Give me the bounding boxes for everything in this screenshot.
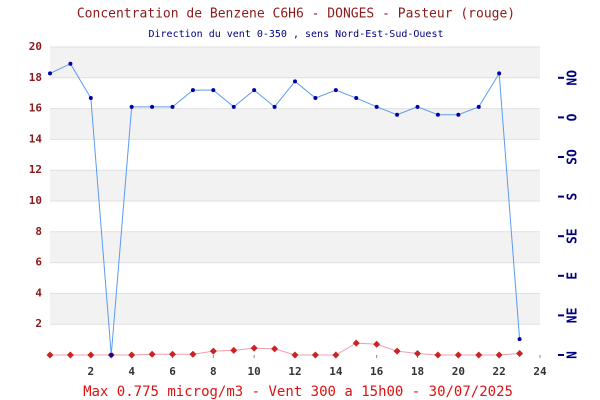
point xyxy=(495,351,503,359)
point xyxy=(393,347,401,355)
y2-tick-label: SO xyxy=(566,149,581,165)
grid-band xyxy=(50,108,540,140)
point xyxy=(87,351,95,359)
point xyxy=(170,104,175,109)
series-line xyxy=(49,63,521,356)
y2-tick-label: S xyxy=(566,193,581,201)
point xyxy=(332,351,340,359)
x-tick-label: 18 xyxy=(411,365,424,378)
point xyxy=(66,351,74,359)
point xyxy=(150,104,155,109)
y-tick-label: 4 xyxy=(35,286,42,299)
y2-tick-label: NO xyxy=(566,70,581,86)
x-tick-label: 12 xyxy=(288,365,301,378)
y-tick-label: 6 xyxy=(35,256,42,269)
point xyxy=(169,350,176,358)
point xyxy=(352,339,360,347)
y-tick-label: 20 xyxy=(29,40,42,53)
y2-tick-label: SE xyxy=(566,228,581,244)
x-tick-label: 6 xyxy=(169,365,176,378)
x-tick-label: 14 xyxy=(329,365,343,378)
x-tick-label: 2 xyxy=(88,365,95,378)
point xyxy=(313,96,318,101)
y-tick-label: 16 xyxy=(29,102,43,115)
x-tick-label: 22 xyxy=(493,365,506,378)
point xyxy=(517,337,522,342)
y-tick-label: 8 xyxy=(35,225,42,238)
point xyxy=(252,88,257,93)
y-tick-label: 2 xyxy=(35,317,42,330)
y-tick-label: 12 xyxy=(29,163,42,176)
point xyxy=(271,345,279,353)
point xyxy=(414,349,421,357)
point xyxy=(373,340,381,348)
point xyxy=(211,88,216,93)
point xyxy=(109,353,114,357)
x-tick-label: 24 xyxy=(533,365,547,378)
point xyxy=(516,349,524,357)
point xyxy=(230,346,238,354)
y-tick-label: 10 xyxy=(29,194,42,207)
point xyxy=(250,344,258,352)
point xyxy=(68,61,73,66)
point xyxy=(454,351,462,359)
point xyxy=(395,112,400,117)
point xyxy=(88,96,93,101)
y2-tick-label: O xyxy=(566,113,581,121)
point xyxy=(190,88,195,93)
point xyxy=(435,112,440,117)
point xyxy=(476,104,481,109)
point xyxy=(293,79,297,84)
point xyxy=(475,351,483,359)
point xyxy=(374,104,379,109)
x-tick-label: 8 xyxy=(210,365,217,378)
grid-band xyxy=(50,47,540,78)
y2-tick-label: N xyxy=(566,351,581,359)
point xyxy=(456,112,461,117)
point xyxy=(354,96,359,101)
point xyxy=(129,104,134,109)
point xyxy=(272,104,277,109)
point xyxy=(333,88,338,93)
series-line xyxy=(50,342,520,356)
y-tick-label: 18 xyxy=(29,71,42,84)
y2-tick-label: NE xyxy=(566,308,581,324)
grid-band xyxy=(50,231,540,263)
x-tick-label: 20 xyxy=(452,365,465,378)
point xyxy=(497,71,502,76)
point xyxy=(48,71,52,76)
point xyxy=(148,350,156,358)
point xyxy=(209,347,217,355)
point xyxy=(46,351,54,359)
chart-title: Concentration de Benzene C6H6 - DONGES -… xyxy=(77,7,515,22)
chart-footer: Max 0.775 microg/m3 - Vent 300 a 15h00 -… xyxy=(83,384,513,400)
y2-tick-label: E xyxy=(566,272,581,280)
grid-band xyxy=(50,170,540,201)
point xyxy=(128,351,136,359)
y-tick-label: 14 xyxy=(29,132,43,145)
point xyxy=(189,350,197,358)
x-tick-label: 16 xyxy=(370,365,384,378)
x-tick-label: 4 xyxy=(128,365,135,378)
point xyxy=(311,351,319,359)
point xyxy=(291,351,299,359)
point xyxy=(415,104,420,109)
chart-subtitle: Direction du vent 0-350 , sens Nord-Est-… xyxy=(148,29,443,40)
grid-band xyxy=(50,293,540,325)
point xyxy=(231,104,236,109)
point xyxy=(434,351,442,359)
x-tick-label: 10 xyxy=(248,365,261,378)
